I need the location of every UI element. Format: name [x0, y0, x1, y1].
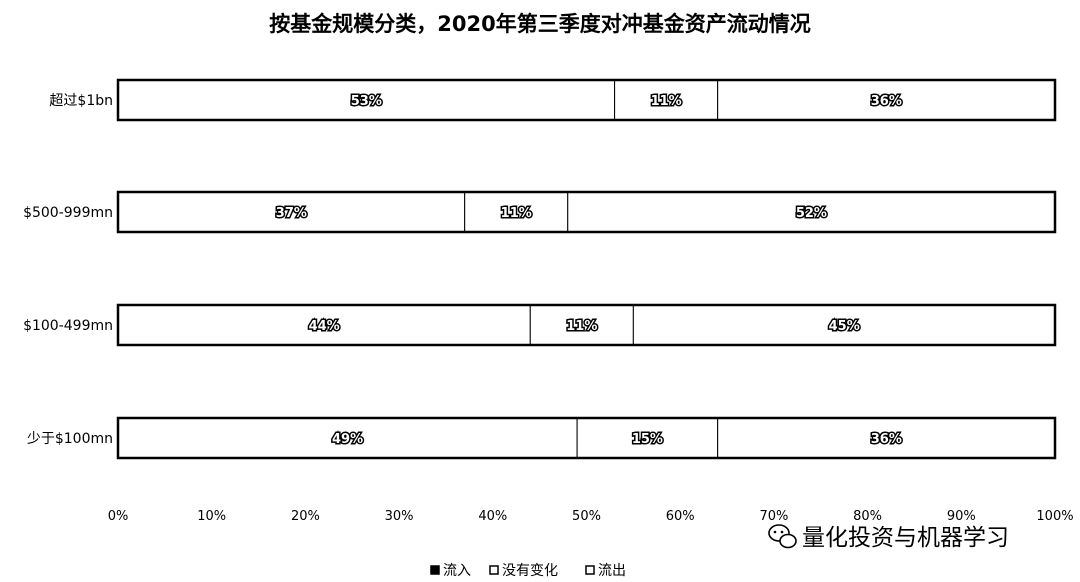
data-label: 36%: [871, 94, 902, 109]
data-label: 11%: [651, 94, 682, 109]
x-axis: 0% 10% 20% 30% 40% 50% 60% 70% 80% 90% 100%: [108, 509, 1074, 524]
category-label: 超过$1bn: [49, 93, 113, 109]
legend-label: 没有变化: [502, 563, 558, 579]
x-tick-label: 10%: [197, 509, 226, 524]
x-tick-label: 80%: [853, 509, 882, 524]
x-tick-label: 60%: [666, 509, 695, 524]
category-label: 少于$100mn: [27, 431, 113, 447]
bar-segment: [717, 417, 1056, 459]
x-tick-label: 40%: [478, 509, 507, 524]
data-label: 36%: [871, 432, 902, 447]
x-tick-label: 90%: [947, 509, 976, 524]
bar-segment: [117, 79, 616, 121]
x-tick-label: 70%: [759, 509, 788, 524]
data-label: 11%: [566, 319, 597, 334]
chart-title: 按基金规模分类，2020年第三季度对冲基金资产流动情况: [269, 12, 810, 36]
bar-segment: [567, 191, 1056, 233]
x-tick-label: 30%: [385, 509, 414, 524]
bar-segment: [576, 417, 719, 459]
bar-segment: [614, 79, 719, 121]
data-label: 44%: [309, 319, 340, 334]
watermark: 量化投资与机器学习: [768, 524, 1009, 551]
legend-swatch: [489, 565, 499, 575]
bar-outline: [116, 190, 1057, 234]
data-label: 53%: [351, 94, 382, 109]
bar-outline: [116, 303, 1057, 347]
data-label: 11%: [501, 206, 532, 221]
legend-swatch: [430, 565, 440, 575]
category-label: $100-499mn: [23, 318, 113, 334]
data-label: 52%: [796, 206, 827, 221]
category-label: $500-999mn: [23, 205, 113, 221]
legend-label: 流出: [598, 563, 626, 579]
data-label: 49%: [332, 432, 363, 447]
bar-segment: [117, 304, 531, 346]
wechat-icon: [768, 524, 797, 549]
bar-outline: [116, 78, 1057, 122]
x-tick-label: 100%: [1036, 509, 1073, 524]
x-tick-label: 0%: [108, 509, 129, 524]
legend: 流入 没有变化 流出: [430, 563, 626, 579]
plot-area: 超过$1bn 53% 11% 36% $500-999mn 37% 11% 52% $100-4…: [23, 78, 1057, 460]
x-tick-label: 20%: [291, 509, 320, 524]
legend-swatch: [585, 565, 595, 575]
bar-outline: [116, 416, 1057, 460]
data-label: 15%: [632, 432, 663, 447]
x-tick-label: 50%: [572, 509, 601, 524]
watermark-text: 量化投资与机器学习: [802, 525, 1009, 551]
legend-label: 流入: [443, 563, 471, 579]
data-label: 37%: [276, 206, 307, 221]
data-label: 45%: [829, 319, 860, 334]
